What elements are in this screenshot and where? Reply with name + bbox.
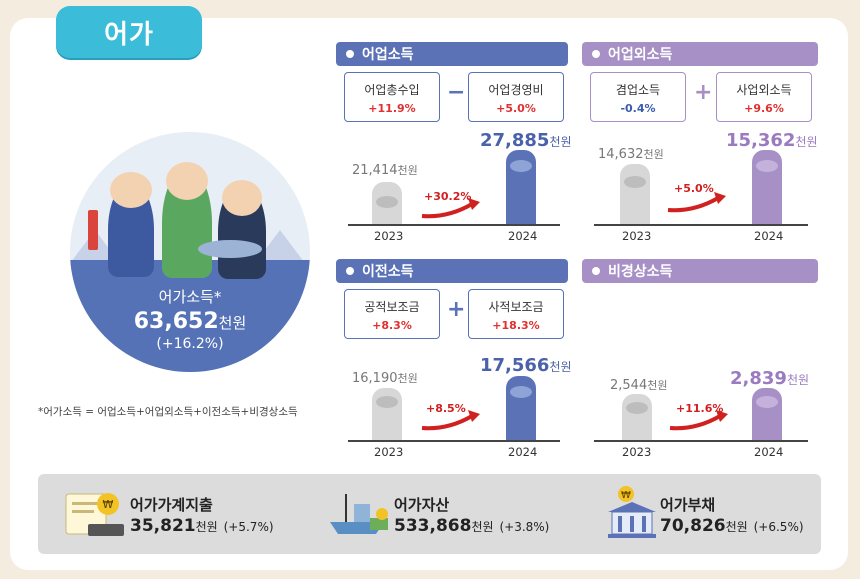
plus-operator: + [694, 80, 713, 105]
assets-value: 533,868천원 (+3.8%) [394, 516, 550, 536]
transfer-year-2024: 2024 [508, 445, 538, 459]
total-income-change: (+16.2%) [156, 336, 224, 352]
section-header-transfer-income: 이전소득 [336, 259, 568, 283]
fish-icon [510, 386, 532, 398]
assets-label: 어가자산 [394, 496, 450, 514]
fish-icon [626, 402, 648, 414]
total-income-value: 63,652 [133, 309, 219, 334]
transfer-baseline [348, 440, 560, 442]
fish-icon [756, 160, 778, 172]
fish-icon [376, 196, 398, 208]
nonfishing-baseline [594, 224, 808, 226]
svg-text:₩: ₩ [103, 498, 114, 511]
section-header-fishing-income: 어업소득 [336, 42, 568, 66]
nonfishing-2024-value: 15,362천원 [726, 130, 818, 151]
box-public-subsidy: 공적보조금 +8.3% [344, 289, 440, 339]
fishing-baseline [348, 224, 560, 226]
plus-operator: + [447, 297, 466, 322]
fish-icon [198, 240, 262, 258]
total-income-unit: 천원 [218, 314, 247, 332]
fish-icon [624, 176, 646, 188]
footnote: *어가소득 = 어업소득+어업외소득+이전소득+비경상소득 [38, 406, 298, 418]
transfer-growth: +8.5% [426, 402, 466, 415]
page-title: 어가 [56, 6, 202, 58]
fishing-household-illustration [70, 132, 310, 372]
box-fishing-revenue: 어업총수입 +11.9% [344, 72, 440, 122]
svg-text:₩: ₩ [621, 490, 631, 501]
irregular-growth: +11.6% [676, 402, 724, 415]
box-non-business: 겸업소득사업외소득+9.6% [716, 72, 812, 122]
growth-arrow-icon [669, 410, 728, 431]
nonfishing-year-2023: 2023 [622, 229, 652, 243]
nonfishing-year-2024: 2024 [754, 229, 784, 243]
summary-panel: ₩ 어가가계지출 35,821천원 (+5.7%) 어가자산 533,868천원… [38, 474, 821, 554]
growth-arrow-icon [421, 410, 480, 431]
debt-value: 70,826천원 (+6.5%) [660, 516, 804, 536]
minus-operator: − [447, 80, 466, 105]
nonfishing-2023-bar [620, 164, 650, 224]
fishing-2024-value: 27,885천원 [480, 130, 572, 151]
expense-value: 35,821천원 (+5.7%) [130, 516, 274, 536]
box-fishing-cost: 어업경영비 +5.0% [468, 72, 564, 122]
fishing-year-2024: 2024 [508, 229, 538, 243]
irregular-2023-bar [622, 394, 652, 440]
nonfishing-growth: +5.0% [674, 182, 714, 195]
growth-arrow-icon [421, 198, 480, 219]
irregular-year-2024: 2024 [754, 445, 784, 459]
fish-icon [756, 396, 778, 408]
nonfishing-2023-value: 14,632천원 [598, 147, 664, 162]
fish-icon [376, 396, 398, 408]
transfer-year-2023: 2023 [374, 445, 404, 459]
lighthouse-icon [88, 210, 98, 250]
expense-label: 어가가계지출 [130, 496, 213, 514]
irregular-baseline [594, 440, 808, 442]
transfer-2023-value: 16,190천원 [352, 371, 418, 386]
fishing-growth: +30.2% [424, 190, 472, 203]
expense-receipt-icon: ₩ [65, 493, 124, 536]
section-header-irregular-income: 비경상소득 [582, 259, 818, 283]
fish-icon [510, 160, 532, 172]
box-private-subsidy: 사적보조금 +18.3% [468, 289, 564, 339]
fishing-year-2023: 2023 [374, 229, 404, 243]
box-side-business: 겸업소득 -0.4% [590, 72, 686, 122]
fishing-2023-value: 21,414천원 [352, 163, 418, 178]
assets-boat-icon [330, 494, 388, 534]
total-income-label: 어가소득* [158, 288, 222, 306]
debt-bank-icon: ₩ [608, 486, 656, 538]
growth-arrow-icon [667, 192, 726, 213]
debt-label: 어가부채 [660, 496, 716, 514]
irregular-year-2023: 2023 [622, 445, 652, 459]
irregular-2023-value: 2,544천원 [610, 378, 668, 393]
total-income: 어가소득* 63,652천원 (+16.2%) [70, 286, 310, 352]
section-header-nonfishing-income: 어업외소득 [582, 42, 818, 66]
transfer-2024-value: 17,566천원 [480, 355, 572, 376]
irregular-2024-value: 2,839천원 [730, 368, 810, 389]
